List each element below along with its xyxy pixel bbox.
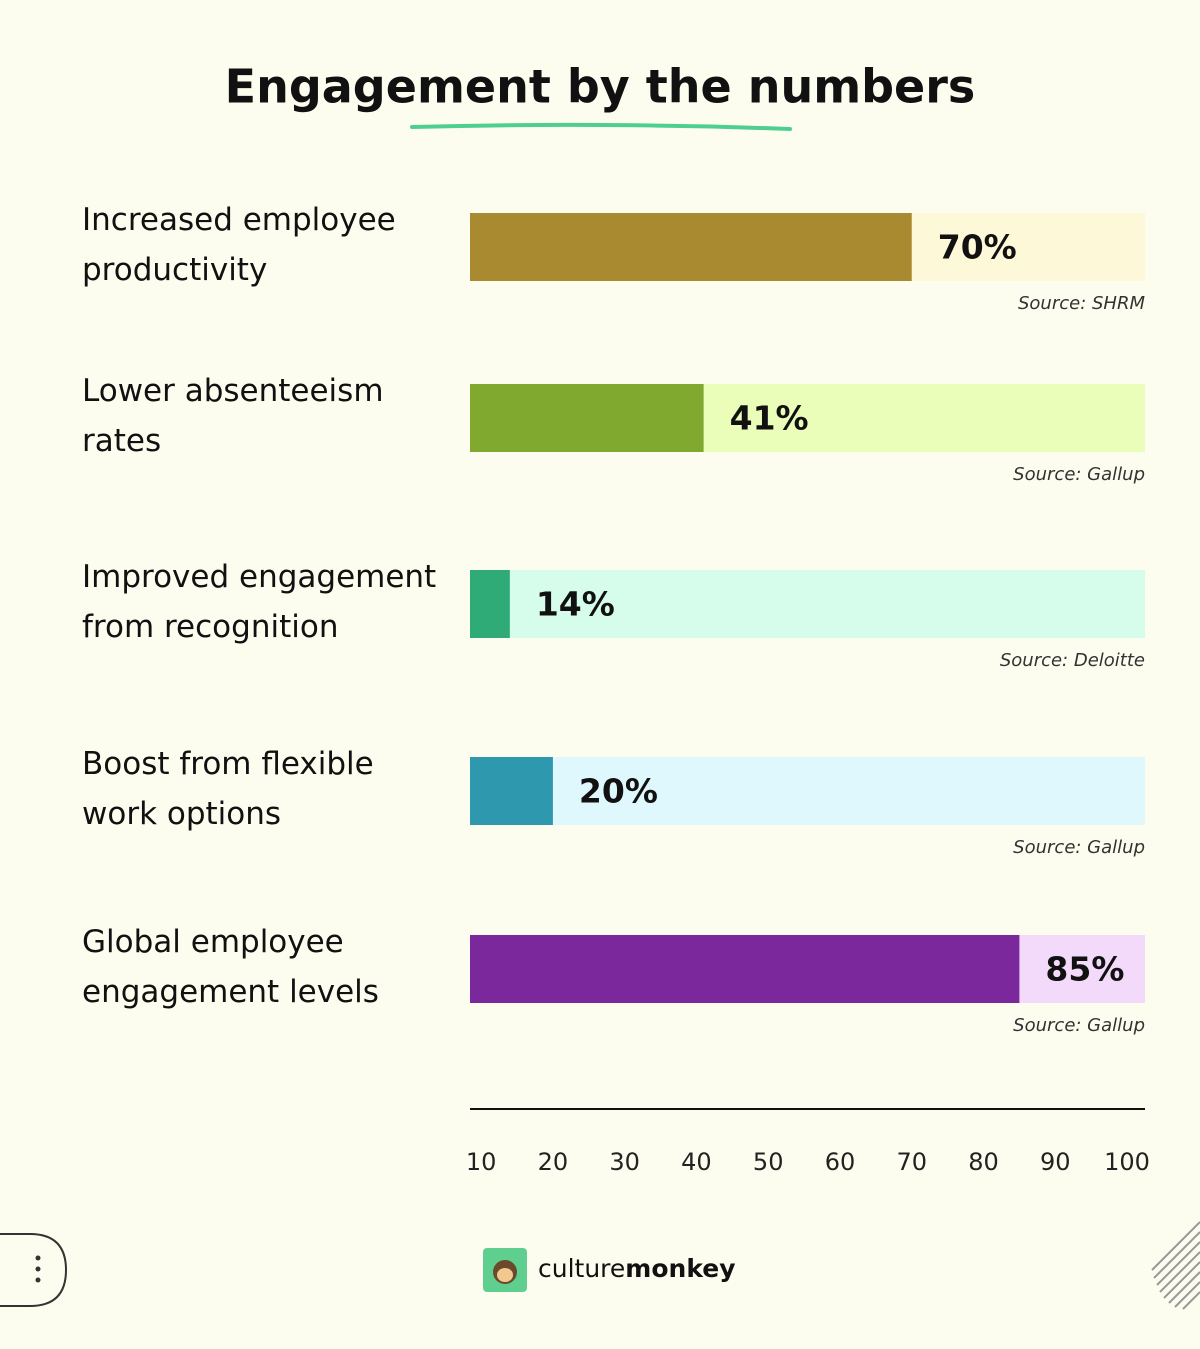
category-line: productivity [82, 252, 267, 288]
menu-dot [35, 1277, 41, 1283]
category-label: Global employee engagement levels [82, 924, 379, 1010]
source-label: Source: SHRM [1018, 293, 1145, 314]
category-line: Boost from flexible [82, 746, 374, 782]
bar [470, 384, 704, 452]
value-label: 85% [1045, 950, 1124, 989]
category-label: Lower absenteeism rates [82, 373, 384, 459]
bar [470, 570, 510, 638]
menu-button[interactable] [0, 1233, 68, 1307]
logo-light: culture [538, 1254, 625, 1283]
x-tick-label: 60 [825, 1148, 856, 1176]
value-label: 41% [730, 399, 809, 438]
plot: 10 20 30 40 50 60 70 80 90 100 70% Source: SHRM Incr… [82, 202, 1150, 1177]
source-label: Source: Deloitte [1000, 650, 1145, 671]
category-line: Increased employee [82, 202, 396, 238]
chart-title: Engagement by the numbers [225, 60, 976, 114]
category-label: Improved engagement from recognition [82, 559, 436, 645]
source-label: Source: Gallup [1013, 464, 1145, 485]
bar [470, 757, 553, 825]
x-tick-label: 100 [1104, 1148, 1150, 1176]
category-line: rates [82, 423, 161, 459]
logo-icon-face [497, 1268, 513, 1282]
hatch-decoration [1151, 1221, 1200, 1310]
category-line: work options [82, 796, 281, 832]
category-line: Improved engagement [82, 559, 436, 595]
logo-bold: monkey [625, 1254, 735, 1283]
x-tick-label: 90 [1040, 1148, 1071, 1176]
menu-dot [35, 1255, 41, 1261]
bar-track [470, 757, 1145, 825]
x-tick-label: 70 [896, 1148, 927, 1176]
logo-text: culturemonkey [538, 1254, 736, 1283]
category-line: from recognition [82, 609, 338, 645]
x-tick-label: 10 [466, 1148, 497, 1176]
x-tick-label: 80 [968, 1148, 999, 1176]
bar-track [470, 570, 1145, 638]
x-tick-label: 40 [681, 1148, 712, 1176]
category-line: Global employee [82, 924, 344, 960]
category-label: Increased employee productivity [82, 202, 396, 288]
value-label: 20% [579, 772, 658, 811]
source-label: Source: Gallup [1013, 837, 1145, 858]
value-label: 70% [938, 228, 1017, 267]
menu-dot [35, 1266, 41, 1272]
source-label: Source: Gallup [1013, 1015, 1145, 1036]
category-line: Lower absenteeism [82, 373, 384, 409]
x-tick-label: 20 [538, 1148, 569, 1176]
value-label: 14% [536, 585, 615, 624]
bar [470, 213, 912, 281]
category-label: Boost from flexible work options [82, 746, 374, 832]
x-tick-label: 50 [753, 1148, 784, 1176]
category-line: engagement levels [82, 974, 379, 1010]
bar [470, 935, 1020, 1003]
title-underline [410, 122, 792, 131]
x-tick-label: 30 [609, 1148, 640, 1176]
